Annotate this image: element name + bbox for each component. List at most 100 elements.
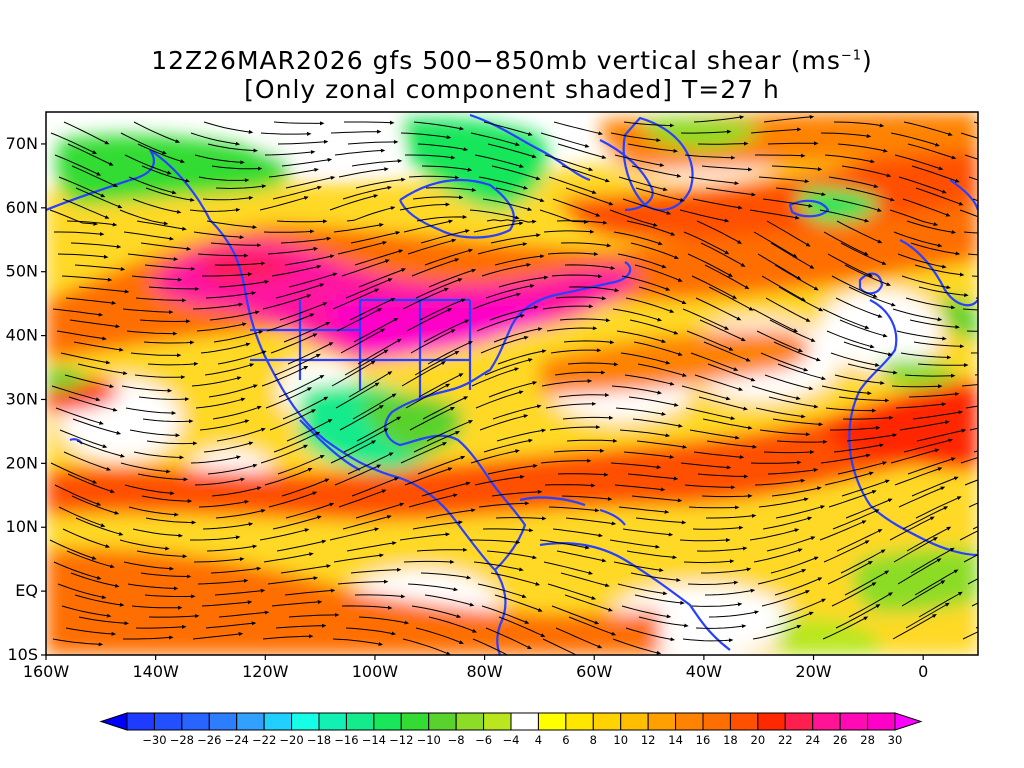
streamline	[988, 360, 1024, 364]
streamline	[613, 561, 664, 573]
streamline	[833, 121, 885, 128]
streamline	[964, 154, 978, 160]
streamline	[905, 297, 956, 310]
streamline	[962, 308, 978, 311]
streamline	[911, 476, 959, 497]
streamline	[628, 396, 679, 407]
streamline	[343, 428, 389, 453]
streamline	[553, 121, 603, 136]
streamline	[212, 405, 262, 420]
streamline	[914, 569, 959, 596]
streamline	[132, 198, 182, 214]
streamline	[755, 407, 806, 419]
streamline	[831, 582, 877, 607]
streamline	[335, 382, 380, 409]
streamline	[141, 495, 193, 504]
streamline	[65, 297, 117, 305]
streamline	[544, 154, 594, 171]
colorbar-label: −20	[279, 733, 303, 747]
streamline	[52, 308, 104, 317]
streamline	[416, 547, 468, 552]
streamline	[421, 481, 471, 497]
streamline	[774, 577, 823, 596]
streamline	[353, 317, 399, 343]
streamline	[268, 167, 319, 178]
colorbar-swatch	[345, 712, 375, 731]
streamline	[963, 231, 978, 234]
streamline	[277, 455, 325, 475]
streamline	[205, 291, 257, 299]
streamline	[633, 341, 683, 356]
streamline	[769, 319, 816, 342]
streamline	[286, 419, 333, 442]
streamline	[758, 497, 809, 508]
streamline	[65, 627, 117, 636]
streamline	[909, 319, 960, 329]
streamline	[474, 154, 524, 168]
streamline	[472, 292, 522, 310]
streamline	[482, 528, 534, 533]
streamline	[128, 506, 179, 517]
streamline	[491, 165, 541, 181]
streamline	[74, 264, 126, 271]
streamline	[485, 627, 532, 650]
streamline	[189, 207, 241, 212]
streamline	[987, 431, 1024, 441]
streamline	[346, 206, 396, 222]
streamline	[555, 296, 607, 301]
streamline	[338, 489, 387, 508]
streamline	[210, 242, 262, 248]
streamline	[618, 506, 670, 514]
streamline	[614, 154, 665, 167]
streamline	[638, 286, 687, 304]
streamline	[67, 473, 115, 493]
streamline	[334, 464, 382, 486]
streamline	[493, 327, 543, 343]
streamline	[631, 495, 683, 503]
streamline	[417, 455, 466, 475]
streamline	[196, 322, 247, 332]
streamline	[70, 242, 122, 249]
lon-tick-label: 20W	[795, 662, 831, 681]
streamline	[989, 598, 1024, 617]
colorbar-label: −6	[475, 733, 492, 747]
colorbar-swatch	[729, 712, 759, 731]
streamline	[547, 252, 599, 257]
streamline	[205, 621, 257, 629]
streamline	[144, 594, 196, 599]
streamline	[424, 594, 475, 607]
streamline	[837, 143, 888, 153]
colorbar-swatch	[455, 712, 485, 731]
streamline	[194, 477, 246, 486]
streamline	[967, 253, 978, 256]
streamline	[758, 176, 810, 184]
streamline	[837, 461, 888, 475]
streamline	[416, 215, 468, 222]
streamline	[489, 305, 539, 321]
lat-tick-label: EQ	[15, 581, 38, 600]
streamline	[55, 407, 104, 425]
colorbar-swatch	[812, 712, 841, 731]
streamline	[211, 165, 263, 171]
colorbar-swatch	[867, 712, 896, 731]
streamline	[564, 264, 616, 270]
streamline	[889, 516, 935, 541]
streamline	[63, 451, 112, 471]
streamline	[842, 415, 894, 420]
streamline	[918, 591, 963, 618]
streamline	[901, 580, 946, 607]
colorbar-swatch	[126, 712, 155, 731]
streamline	[280, 564, 331, 574]
streamline	[918, 286, 969, 298]
streamline	[473, 561, 524, 572]
streamline	[480, 335, 529, 354]
streamline	[190, 455, 241, 464]
streamline	[543, 561, 594, 575]
streamline	[68, 396, 118, 412]
streamline	[541, 378, 593, 387]
streamline	[488, 381, 538, 398]
streamline	[333, 553, 384, 563]
streamline	[216, 427, 266, 442]
streamline	[53, 561, 102, 580]
streamline	[848, 286, 896, 307]
